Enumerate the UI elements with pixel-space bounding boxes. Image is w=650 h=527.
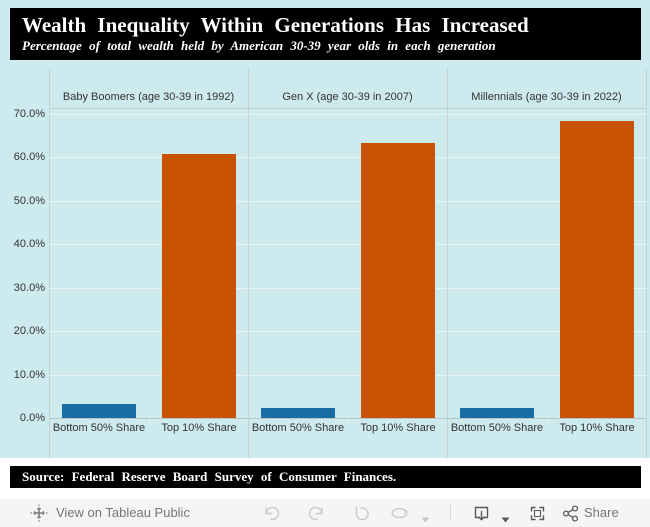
y-axis-line [49,68,50,458]
source-bar: Source: Federal Reserve Board Survey of … [10,466,641,488]
plot-top-border [49,108,646,109]
panel-header: Millennials (age 30-39 in 2022) [471,91,622,103]
gridline [49,200,646,202]
toolbar-separator [450,504,451,521]
tableau-toolbar: View on Tableau Public [0,499,650,527]
axis-tick [149,418,150,423]
download-icon[interactable] [472,504,491,527]
reset-icon[interactable] [352,504,370,527]
y-axis-tick-label: 20.0% [13,325,45,338]
y-axis-tick-label: 40.0% [13,238,45,251]
gridline [49,244,646,246]
undo-icon[interactable] [262,504,280,527]
share-button[interactable]: Share [584,505,619,520]
caret-icon[interactable] [421,510,430,527]
bar-top10[interactable] [162,154,236,418]
y-axis-tick-label: 60.0% [13,151,45,164]
share-icon[interactable] [561,504,580,527]
gridline [49,331,646,333]
bar-top10[interactable] [361,143,435,418]
x-axis-category-label: Top 10% Share [559,422,635,434]
page-title: Wealth Inequality Within Generations Has… [22,13,529,37]
panel-header: Gen X (age 30-39 in 2007) [282,91,413,103]
axis-tick [348,418,349,423]
dashboard-background [0,0,650,458]
refresh-icon[interactable] [390,504,410,527]
gridline [49,287,646,289]
panel-right-border [646,68,647,458]
y-axis-tick-label: 30.0% [13,281,45,294]
x-axis-category-label: Top 10% Share [161,422,237,434]
x-axis-category-label: Bottom 50% Share [251,422,345,434]
x-axis-category-label: Bottom 50% Share [450,422,544,434]
bar-top10[interactable] [560,120,634,418]
x-axis-category-label: Top 10% Share [360,422,436,434]
axis-tick [547,418,548,423]
x-axis-line [49,418,646,419]
title-bar: Wealth Inequality Within Generations Has… [10,8,641,60]
y-axis-tick-label: 50.0% [13,194,45,207]
panel-header: Baby Boomers (age 30-39 in 1992) [62,91,235,103]
fullscreen-icon[interactable] [528,504,547,527]
chart-area: 0.0% 10.0% 20.0% 30.0% 40.0% 50.0% 60.0% 70.0% B… [0,68,650,458]
page-subtitle: Percentage of total wealth held by Ameri… [22,38,496,54]
view-on-tableau-public-link[interactable]: View on Tableau Public [56,505,190,520]
gridline [49,157,646,159]
redo-icon[interactable] [308,504,326,527]
bar-bottom50[interactable] [62,403,136,418]
gridline [49,374,646,376]
y-axis-tick-label: 10.0% [13,368,45,381]
panel-divider [248,68,249,458]
bar-bottom50[interactable] [460,408,534,418]
bar-bottom50[interactable] [261,408,335,418]
x-axis-category-label: Bottom 50% Share [52,422,146,434]
y-axis-tick-label: 70.0% [13,108,45,120]
panel-divider [447,68,448,458]
tableau-logo-icon[interactable] [30,504,48,527]
gridline [49,114,646,115]
caret-icon[interactable] [501,510,510,527]
y-axis-tick-label: 0.0% [19,412,45,424]
